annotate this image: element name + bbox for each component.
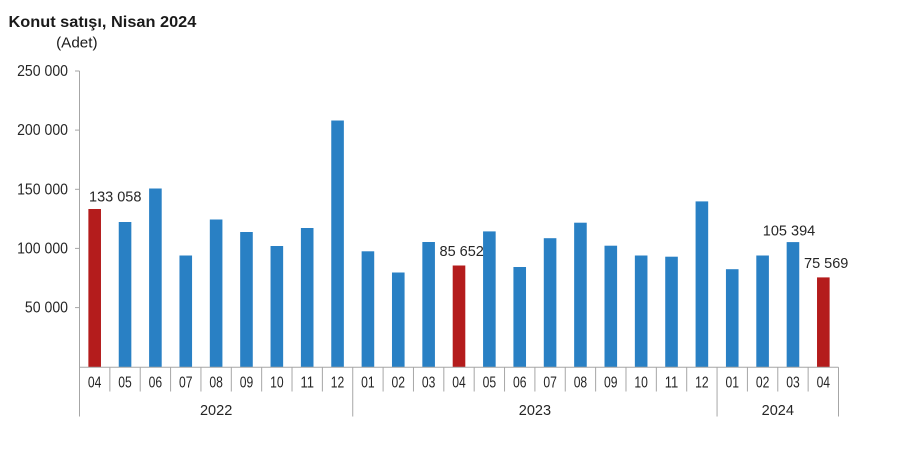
svg-text:01: 01 [725, 375, 739, 392]
svg-text:07: 07 [543, 375, 557, 392]
svg-text:09: 09 [240, 375, 254, 392]
svg-text:2023: 2023 [519, 402, 551, 419]
svg-text:200 000: 200 000 [17, 122, 68, 139]
svg-text:04: 04 [817, 375, 831, 392]
svg-text:09: 09 [604, 375, 618, 392]
svg-text:11: 11 [300, 375, 314, 392]
svg-text:11: 11 [665, 375, 679, 392]
svg-text:12: 12 [695, 375, 709, 392]
svg-text:05: 05 [118, 375, 132, 392]
svg-text:02: 02 [392, 375, 406, 392]
svg-text:133 058: 133 058 [89, 190, 141, 206]
svg-text:85 652: 85 652 [440, 244, 484, 260]
svg-text:250 000: 250 000 [17, 63, 68, 80]
svg-text:08: 08 [574, 375, 588, 392]
svg-text:100 000: 100 000 [17, 240, 68, 257]
svg-text:75 569: 75 569 [804, 256, 848, 272]
svg-text:03: 03 [422, 375, 436, 392]
svg-text:05: 05 [483, 375, 497, 392]
svg-text:01: 01 [361, 375, 375, 392]
svg-text:06: 06 [513, 375, 527, 392]
svg-text:03: 03 [786, 375, 800, 392]
svg-text:02: 02 [756, 375, 770, 392]
svg-text:2024: 2024 [762, 402, 794, 419]
svg-text:04: 04 [88, 375, 102, 392]
svg-text:06: 06 [149, 375, 163, 392]
svg-text:08: 08 [209, 375, 223, 392]
svg-text:04: 04 [452, 375, 466, 392]
svg-text:10: 10 [634, 375, 648, 392]
svg-text:07: 07 [179, 375, 193, 392]
svg-text:12: 12 [331, 375, 345, 392]
svg-text:150 000: 150 000 [17, 181, 68, 198]
svg-text:Konut satışı, Nisan 2024: Konut satışı, Nisan 2024 [9, 14, 197, 31]
svg-text:(Adet): (Adet) [56, 36, 98, 52]
svg-text:2022: 2022 [200, 402, 232, 419]
svg-text:50 000: 50 000 [25, 300, 68, 317]
svg-text:10: 10 [270, 375, 284, 392]
svg-text:105 394: 105 394 [763, 224, 815, 240]
